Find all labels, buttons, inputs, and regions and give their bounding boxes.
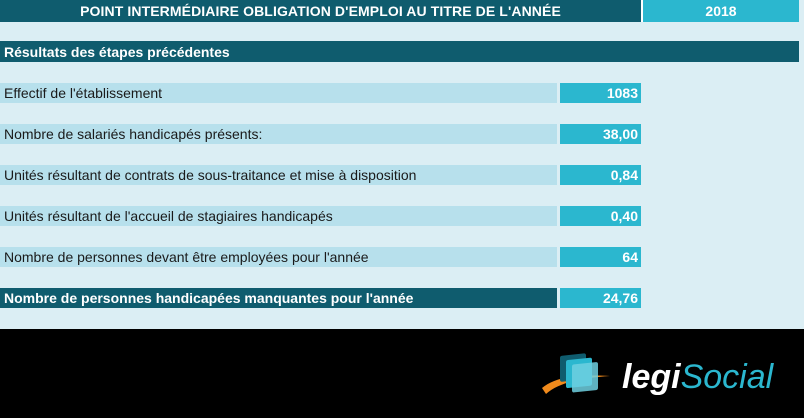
row-label-stagiaires: Unités résultant de l'accueil de stagiai… (0, 206, 557, 226)
row-value-stagiaires[interactable]: 0,40 (560, 206, 641, 226)
logo-wordmark: legiSocial (622, 357, 773, 397)
spreadsheet-area: POINT INTERMÉDIAIRE OBLIGATION D'EMPLOI … (0, 0, 804, 329)
section-title: Résultats des étapes précédentes (0, 41, 799, 62)
header-edge (799, 0, 804, 22)
row-label-salaries-handicapes: Nombre de salariés handicapés présents: (0, 124, 557, 144)
row-value-personnes-a-employer[interactable]: 64 (560, 247, 641, 267)
logo-prefix: legi (622, 358, 681, 396)
year-cell[interactable]: 2018 (643, 0, 799, 22)
page-title: POINT INTERMÉDIAIRE OBLIGATION D'EMPLOI … (0, 0, 641, 22)
row-value-effectif[interactable]: 1083 (560, 83, 641, 103)
row-value-salaries-handicapes[interactable]: 38,00 (560, 124, 641, 144)
header-divider (641, 0, 643, 22)
total-label: Nombre de personnes handicapées manquant… (0, 288, 557, 308)
legisocial-logo: legiSocial (540, 352, 795, 402)
row-label-personnes-a-employer: Nombre de personnes devant être employée… (0, 247, 557, 267)
logo-suffix: Social (680, 358, 774, 396)
row-value-sous-traitance[interactable]: 0,84 (560, 165, 641, 185)
row-label-sous-traitance: Unités résultant de contrats de sous-tra… (0, 165, 557, 185)
legisocial-logo-icon (542, 353, 610, 394)
row-label-effectif: Effectif de l'établissement (0, 83, 557, 103)
total-value[interactable]: 24,76 (560, 288, 641, 308)
